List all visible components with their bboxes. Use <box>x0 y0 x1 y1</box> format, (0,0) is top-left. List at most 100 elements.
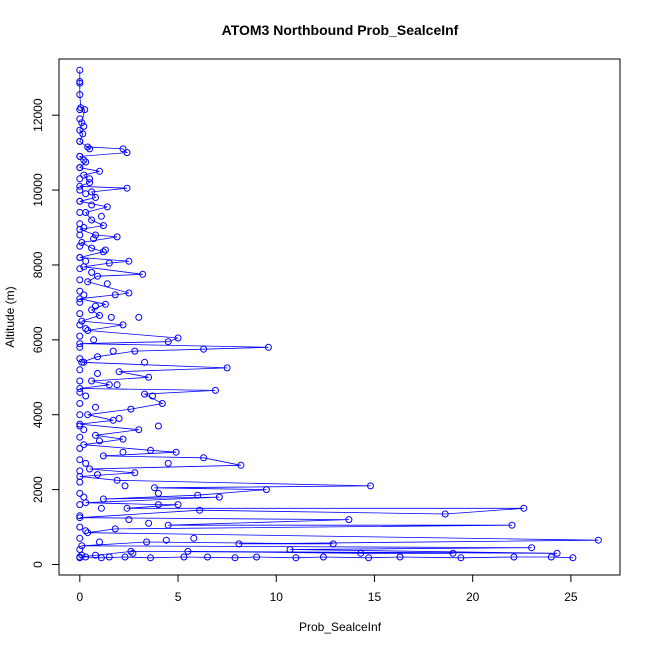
data-point <box>76 115 84 123</box>
data-point <box>86 145 94 153</box>
data-point <box>80 493 88 501</box>
data-point <box>235 540 243 548</box>
data-point <box>88 201 96 209</box>
data-point <box>113 381 121 389</box>
data-point <box>215 493 223 501</box>
data-point <box>76 137 84 145</box>
data-point <box>292 554 300 562</box>
data-point <box>594 536 602 544</box>
data-point <box>237 461 245 469</box>
data-point <box>92 403 99 411</box>
data-point <box>92 302 99 310</box>
series-line <box>78 70 599 559</box>
data-point <box>547 553 555 561</box>
data-point <box>76 343 84 351</box>
data-point <box>127 405 135 413</box>
data-point <box>86 175 94 183</box>
data-point <box>200 454 208 462</box>
data-point <box>123 149 131 157</box>
data-point <box>211 386 219 394</box>
data-point <box>113 476 121 484</box>
data-point <box>76 332 84 340</box>
data-point <box>441 510 449 518</box>
data-point <box>115 415 123 422</box>
data-point <box>131 469 139 477</box>
y-tick-label: 12000 <box>31 98 45 132</box>
data-point <box>121 553 129 561</box>
data-point <box>78 358 86 366</box>
data-point <box>76 298 84 306</box>
data-point <box>80 291 88 299</box>
data-point <box>81 106 89 114</box>
data-point <box>510 553 518 561</box>
data-point <box>123 504 131 512</box>
data-point <box>115 368 123 376</box>
data-point <box>94 353 101 361</box>
data-point <box>113 233 121 241</box>
y-axis-label: Altitude (m) <box>3 286 17 347</box>
data-point <box>99 248 107 256</box>
data-point <box>99 495 107 503</box>
data-point <box>103 203 111 211</box>
data-point <box>99 452 107 460</box>
data-point <box>76 388 84 396</box>
data-point <box>76 478 84 486</box>
data-point <box>172 448 180 456</box>
data-point <box>174 501 182 509</box>
data-point <box>151 484 158 492</box>
y-tick-label: 6000 <box>31 326 45 353</box>
data-point <box>97 504 105 512</box>
data-point <box>119 145 127 153</box>
data-point <box>111 291 119 299</box>
data-point <box>105 553 113 561</box>
data-point <box>154 489 162 497</box>
data-point <box>396 553 404 561</box>
data-point <box>76 91 84 99</box>
data-point <box>119 435 127 443</box>
data-point <box>96 167 103 175</box>
data-point <box>76 512 84 520</box>
data-point <box>78 119 86 127</box>
data-point <box>76 420 84 428</box>
data-point <box>76 366 84 374</box>
data-point <box>76 411 84 419</box>
data-point <box>154 422 162 430</box>
x-tick-label: 20 <box>466 590 480 604</box>
data-point <box>82 190 90 198</box>
data-point <box>96 312 103 319</box>
data-point <box>125 257 133 265</box>
data-point <box>139 270 147 278</box>
data-point <box>76 340 84 348</box>
data-point <box>262 486 270 494</box>
data-point <box>76 231 84 239</box>
y-axis: 0 2000 4000 6000 8000 10000 12000 <box>31 98 60 568</box>
data-point <box>76 422 84 430</box>
x-tick-label: 5 <box>175 590 182 604</box>
data-point <box>101 300 109 308</box>
data-point <box>103 280 111 288</box>
data-point <box>76 265 84 273</box>
data-point <box>329 540 337 548</box>
data-point <box>319 553 327 561</box>
data-point <box>97 554 105 562</box>
x-tick-label: 0 <box>76 590 83 604</box>
data-point <box>76 175 84 183</box>
data-point <box>76 467 84 475</box>
data-point <box>196 506 204 514</box>
data-point <box>76 295 84 303</box>
data-point <box>82 325 90 333</box>
data-point <box>94 370 101 377</box>
data-point <box>86 465 94 473</box>
data-point <box>76 489 84 497</box>
y-tick-label: 4000 <box>31 401 45 428</box>
series-layer <box>76 66 602 562</box>
data-point <box>449 549 457 557</box>
data-point <box>76 276 84 284</box>
data-point <box>88 216 96 224</box>
data-point <box>204 553 211 561</box>
data-point <box>101 246 109 254</box>
data-point <box>129 549 137 557</box>
data-point <box>82 257 90 265</box>
data-point <box>76 164 84 172</box>
data-point <box>76 400 84 407</box>
